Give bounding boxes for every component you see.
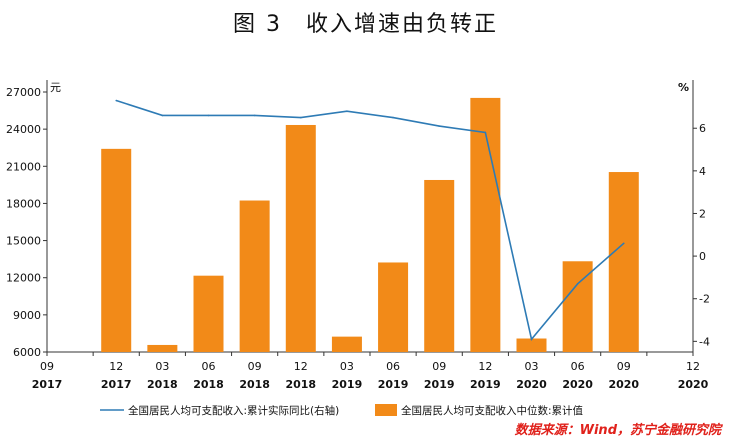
line-point bbox=[484, 131, 487, 134]
x-tick-label-year: 2019 bbox=[470, 378, 501, 391]
right-tick-label: 0 bbox=[699, 250, 706, 263]
line-point bbox=[253, 114, 256, 117]
left-tick-label: 6000 bbox=[13, 346, 41, 359]
bar bbox=[378, 262, 409, 352]
right-tick-label: -2 bbox=[699, 293, 710, 306]
x-tick-label-year: 2020 bbox=[562, 378, 593, 391]
left-axis-unit: 元 bbox=[50, 81, 61, 94]
x-tick-label-month: 03 bbox=[525, 360, 539, 373]
x-tick-label-month: 03 bbox=[340, 360, 354, 373]
x-tick-label-month: 12 bbox=[686, 360, 700, 373]
axes: 元 6000 9000 12000 15000 18000 21000 24000 27000%… bbox=[6, 80, 710, 391]
bar bbox=[147, 344, 178, 352]
line-point bbox=[438, 125, 441, 127]
x-tick-label-month: 06 bbox=[386, 360, 400, 373]
right-axis-unit: % bbox=[678, 81, 689, 94]
left-tick-label: 12000 bbox=[6, 272, 41, 285]
right-tick-label: 6 bbox=[699, 122, 706, 135]
x-tick-label-year: 2018 bbox=[239, 378, 270, 391]
left-tick-label: 27000 bbox=[6, 86, 41, 99]
x-tick-label-year: 2018 bbox=[285, 378, 316, 391]
x-tick-label-month: 03 bbox=[155, 360, 169, 373]
x-tick-label-year: 2020 bbox=[516, 378, 547, 391]
left-tick-label: 21000 bbox=[6, 160, 41, 173]
bar bbox=[562, 261, 593, 352]
bar bbox=[608, 172, 639, 352]
left-tick-label: 24000 bbox=[6, 123, 41, 136]
line-series bbox=[115, 99, 625, 341]
x-tick-label-year: 2020 bbox=[608, 378, 639, 391]
line-point bbox=[530, 338, 533, 341]
x-tick-label-year: 2018 bbox=[193, 378, 224, 391]
x-tick-label-year: 2017 bbox=[101, 378, 132, 391]
legend-line-label: 全国居民人均可支配收入:累计实际同比(右轴) bbox=[128, 404, 339, 417]
bar bbox=[239, 200, 270, 352]
line-point bbox=[115, 99, 118, 102]
bar bbox=[516, 338, 547, 352]
x-tick-label-month: 09 bbox=[432, 360, 446, 373]
left-tick-label: 15000 bbox=[6, 235, 41, 248]
chart-title: 图 3 收入增速由负转正 bbox=[233, 12, 498, 37]
bar bbox=[101, 148, 132, 352]
x-tick-label-year: 2019 bbox=[424, 378, 455, 391]
line-point bbox=[346, 110, 348, 112]
right-tick-label: -4 bbox=[699, 335, 710, 348]
x-tick-label-month: 06 bbox=[571, 360, 585, 373]
x-tick-label-year: 2020 bbox=[678, 378, 709, 391]
right-tick-label: 2 bbox=[699, 207, 706, 220]
bar-series bbox=[101, 97, 639, 353]
line-point bbox=[622, 242, 625, 245]
x-tick-label-month: 09 bbox=[248, 360, 262, 373]
source-note: 数据来源：Wind，苏宁金融研究院 bbox=[514, 423, 721, 438]
x-tick-label-month: 09 bbox=[617, 360, 631, 373]
bar bbox=[285, 124, 316, 353]
line-point bbox=[207, 114, 210, 117]
bar bbox=[193, 275, 224, 352]
legend-bar-label: 全国居民人均可支配收入中位数:累计值 bbox=[401, 404, 584, 417]
left-tick-label: 18000 bbox=[6, 197, 41, 210]
x-tick-label-month: 12 bbox=[478, 360, 492, 373]
bar bbox=[331, 336, 362, 352]
legend: 全国居民人均可支配收入:累计实际同比(右轴) 全国居民人均可支配收入中位数:累计值 bbox=[100, 404, 584, 417]
x-tick-label-month: 09 bbox=[40, 360, 54, 373]
line-point bbox=[576, 283, 579, 285]
x-tick-label-month: 12 bbox=[109, 360, 123, 373]
x-tick-label-year: 2017 bbox=[32, 378, 63, 391]
x-tick-label-month: 12 bbox=[294, 360, 308, 373]
line-point bbox=[392, 116, 394, 119]
line-point bbox=[299, 116, 302, 119]
x-tick-label-month: 06 bbox=[202, 360, 216, 373]
line-path bbox=[115, 99, 625, 341]
x-tick-label-year: 2018 bbox=[147, 378, 178, 391]
legend-bar-swatch bbox=[375, 404, 397, 416]
bar bbox=[424, 179, 455, 352]
bar bbox=[470, 97, 501, 352]
right-tick-label: 4 bbox=[699, 165, 706, 178]
x-tick-label-year: 2019 bbox=[378, 378, 409, 391]
x-tick-label-year: 2019 bbox=[332, 378, 363, 391]
line-point bbox=[161, 114, 164, 117]
left-tick-label: 9000 bbox=[13, 309, 41, 322]
